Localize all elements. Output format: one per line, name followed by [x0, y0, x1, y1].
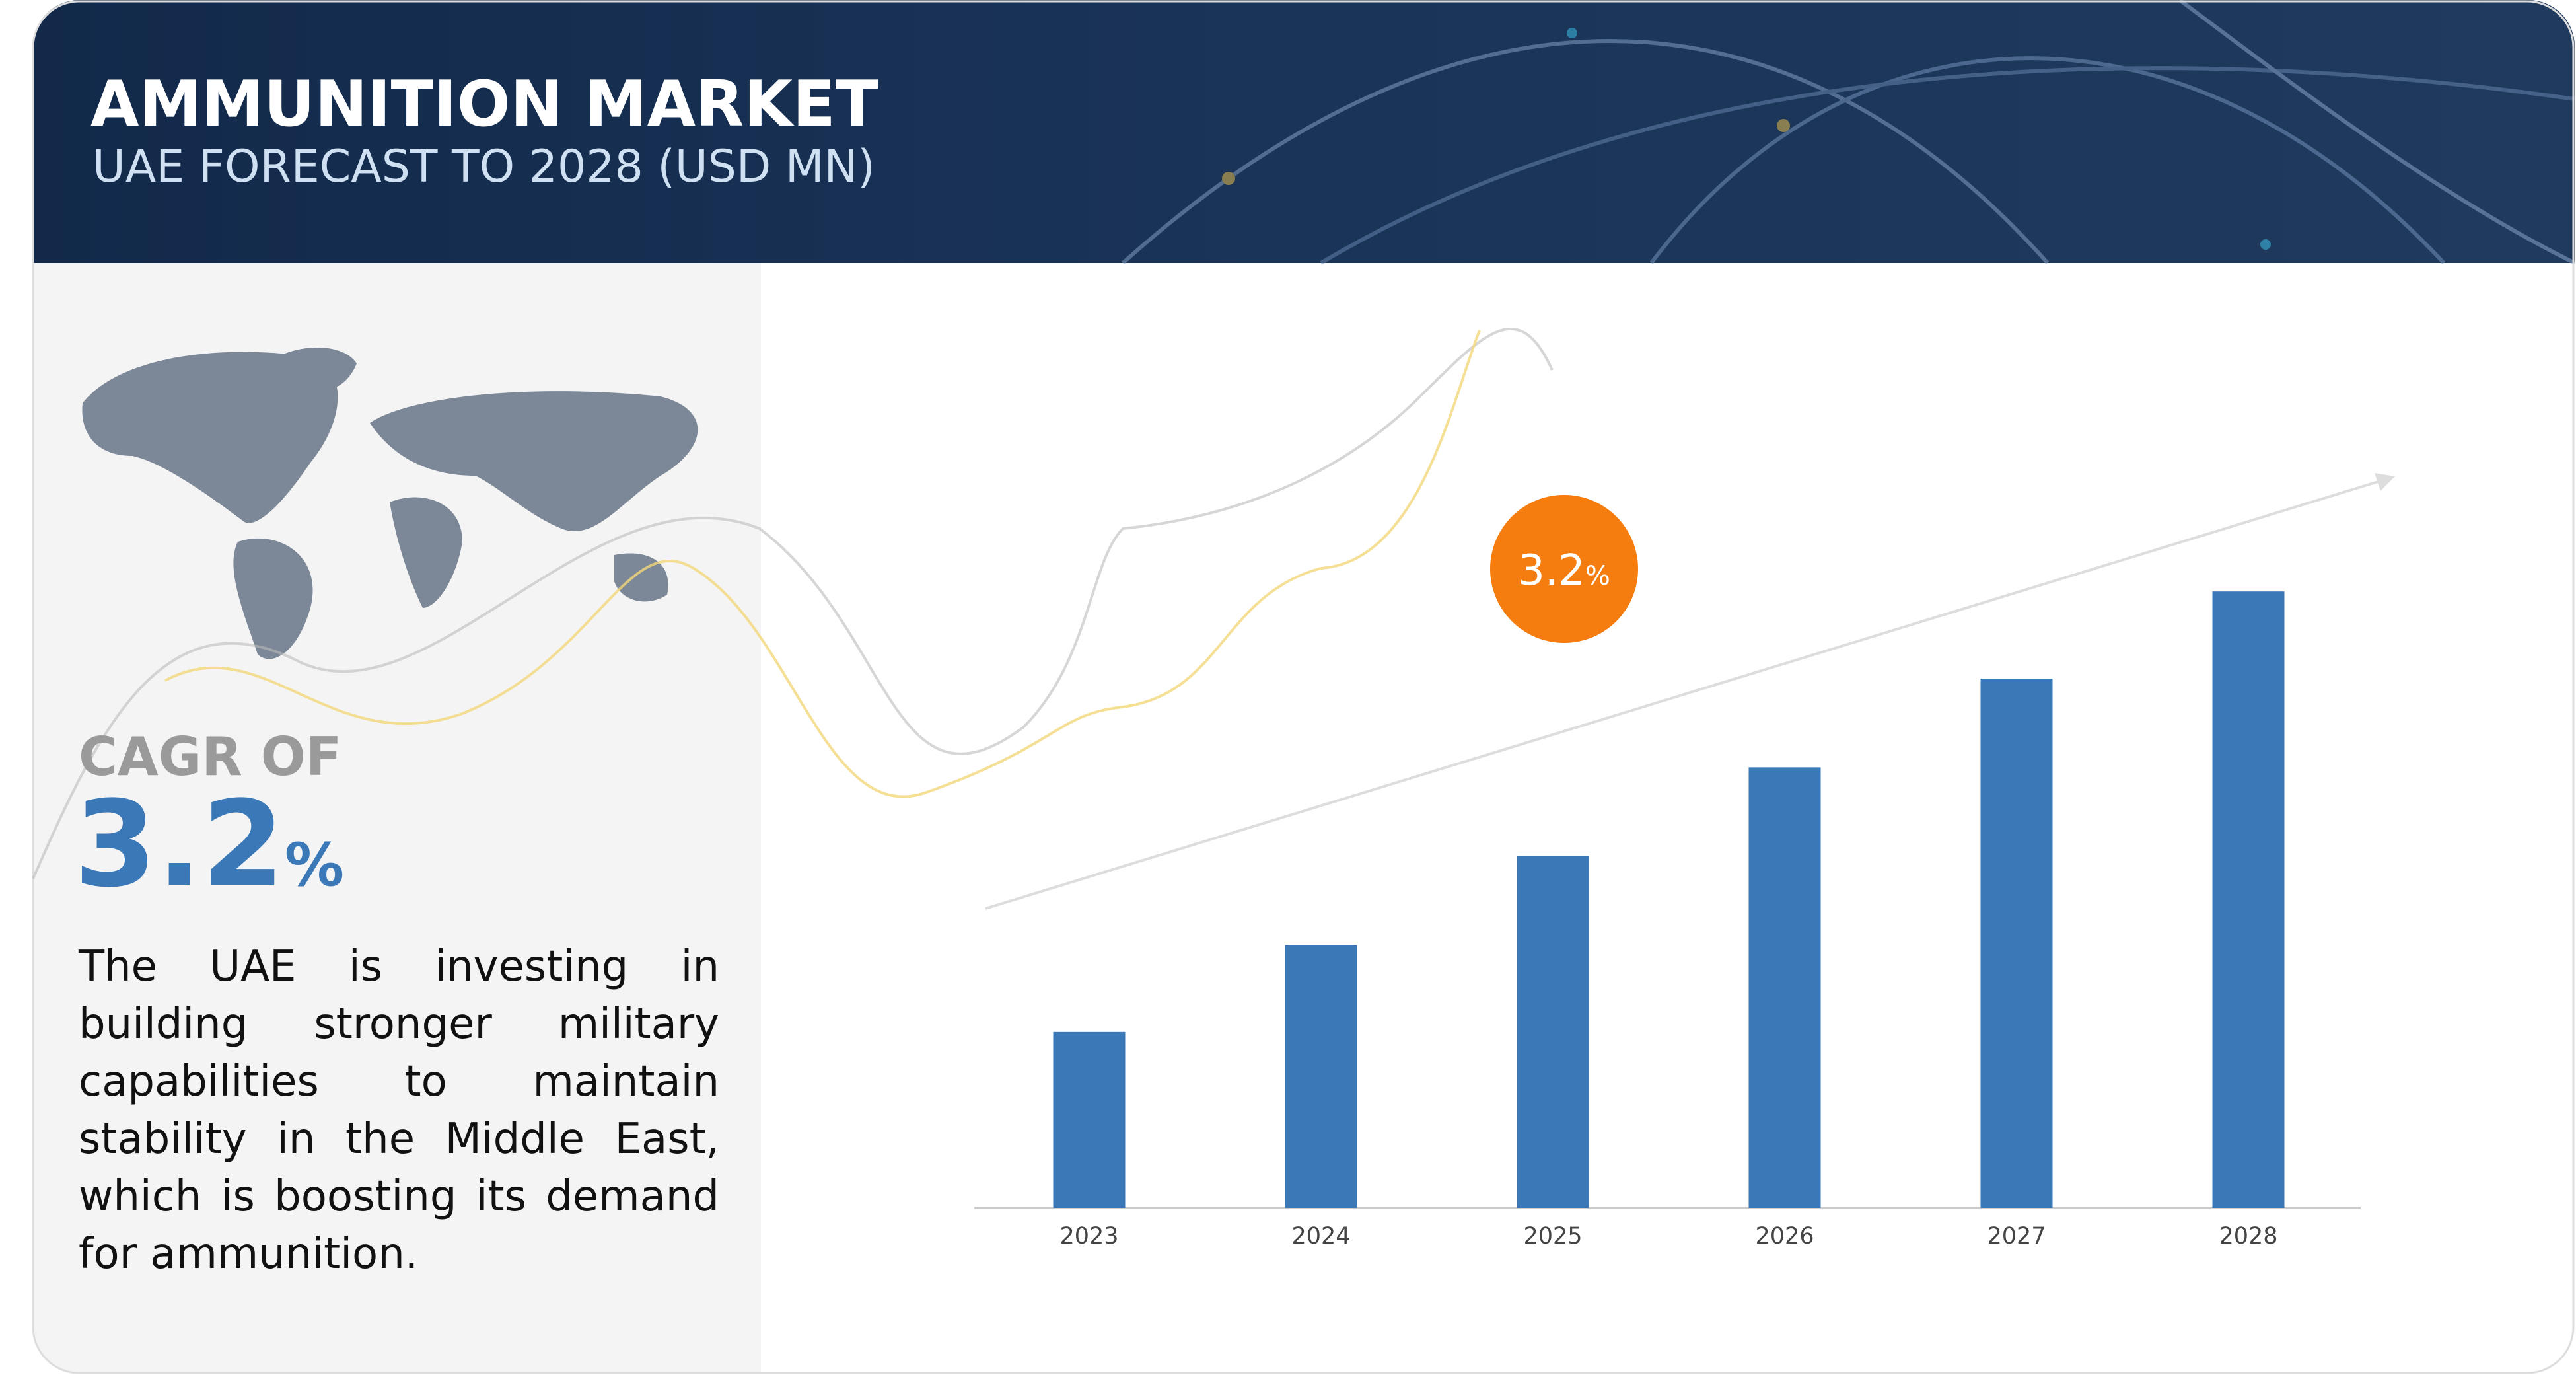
- x-tick-label: 2024: [1291, 1223, 1350, 1249]
- bar: [1980, 679, 2053, 1208]
- badge-number: 3.2: [1518, 546, 1585, 595]
- cagr-number: 3.2: [74, 776, 285, 914]
- trend-arrow: [985, 478, 2385, 910]
- badge-unit: %: [1585, 561, 1610, 591]
- x-tick-label: 2025: [1523, 1223, 1582, 1249]
- title: AMMUNITION MARKET: [90, 68, 878, 141]
- trend-arrow-head: [2375, 473, 2395, 491]
- bar: [2212, 591, 2285, 1208]
- subtitle: UAE FORECAST TO 2028 (USD MN): [92, 141, 875, 193]
- card: [33, 0, 2575, 1374]
- bar: [1748, 767, 1821, 1208]
- bar: [1053, 1031, 1126, 1208]
- cagr-badge-text: 3.2%: [1518, 546, 1610, 595]
- bar: [1285, 945, 1357, 1208]
- description: The UAE is investing in building stronge…: [79, 942, 719, 1279]
- bar: [1517, 856, 1589, 1208]
- cagr-label: CAGR OF: [79, 726, 341, 788]
- cagr-unit: %: [285, 831, 344, 900]
- x-tick-label: 2026: [1755, 1223, 1814, 1249]
- cagr-badge: [1490, 495, 1638, 643]
- cagr-value: 3.2%: [74, 776, 344, 914]
- x-tick-label: 2027: [1987, 1223, 2046, 1249]
- header-decor: [1121, 0, 2575, 265]
- decor-curves: [32, 327, 1554, 879]
- x-tick-label: 2023: [1059, 1223, 1118, 1249]
- world-map: [82, 348, 698, 659]
- x-tick-label: 2028: [2219, 1223, 2277, 1249]
